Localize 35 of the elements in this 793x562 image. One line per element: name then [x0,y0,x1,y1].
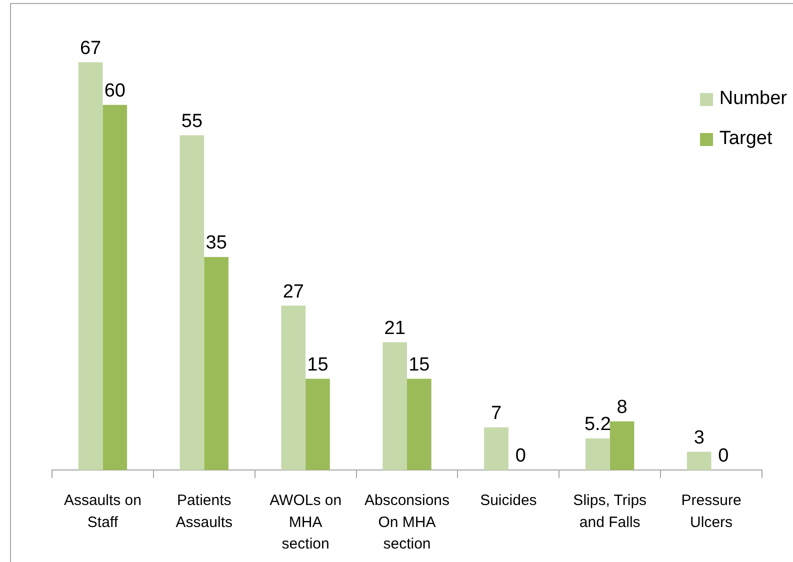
data-label: 35 [206,232,227,254]
x-tick-label: Absconsions On MHA section [364,492,450,553]
data-label: 27 [282,281,304,302]
data-label: 15 [307,354,328,376]
x-tick-label: Suicides [480,492,537,510]
data-label: 0 [718,446,729,467]
data-label: 7 [490,403,502,424]
legend-label: Number [719,88,787,110]
bar [180,135,204,470]
bar [484,427,508,470]
x-tick-label: Slips, Trips and Falls [573,492,647,531]
bar [686,452,712,470]
data-label: 55 [181,111,203,132]
bar [78,62,103,470]
bar [610,421,634,470]
bar [407,378,432,470]
x-tick-label: Pressure Ulcers [681,492,742,531]
bar [306,378,330,470]
x-tick-label: Patients Assaults [176,492,232,531]
data-label: 8 [616,397,628,418]
bar [281,306,306,470]
data-label: 15 [408,354,430,376]
data-label: 0 [515,446,526,467]
legend-label: Target [719,128,772,150]
bar [382,342,407,470]
data-label: 67 [80,38,102,59]
data-label: 21 [384,318,406,339]
bar [204,257,228,470]
data-label: 3 [694,427,704,448]
data-label: 60 [104,80,126,102]
data-label: 5.2 [584,414,611,436]
bar [586,438,610,470]
x-tick-label: AWOLs on MHA section [270,492,342,553]
x-tick-label: Assaults on Staff [64,492,142,531]
bar [102,104,128,470]
